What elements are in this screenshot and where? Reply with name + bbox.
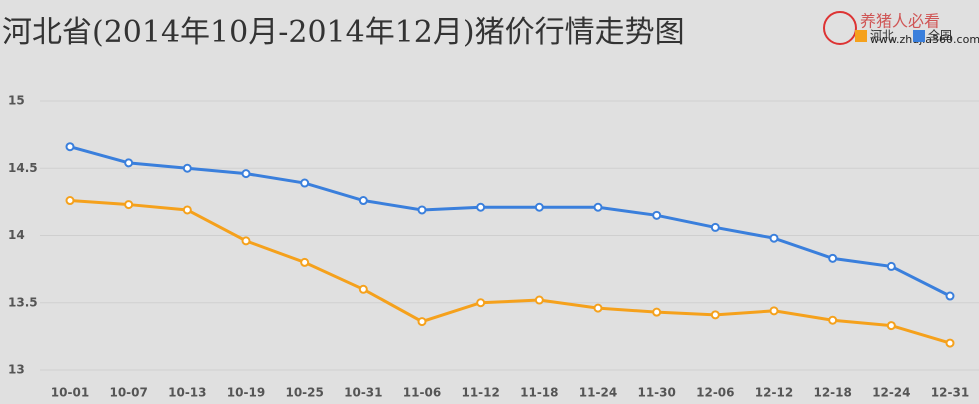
point <box>828 253 838 263</box>
watermark-logo <box>823 11 857 45</box>
point <box>593 303 603 313</box>
x-tick-label: 11-06 <box>403 386 441 400</box>
point <box>593 202 603 212</box>
point <box>241 236 251 246</box>
point <box>417 205 427 215</box>
x-tick-label: 11-12 <box>461 386 499 400</box>
x-tick-label: 11-18 <box>520 386 558 400</box>
point <box>534 295 544 305</box>
point <box>65 142 75 152</box>
x-tick-label: 10-01 <box>51 386 89 400</box>
x-tick-label: 12-18 <box>813 386 851 400</box>
point <box>476 298 486 308</box>
y-tick-label: 15 <box>8 94 25 108</box>
point <box>182 205 192 215</box>
point <box>769 306 779 316</box>
point <box>828 315 838 325</box>
line <box>69 145 951 298</box>
point <box>886 261 896 271</box>
legend-swatch <box>913 30 925 42</box>
point <box>124 200 134 210</box>
point <box>182 163 192 173</box>
y-tick-label: 13 <box>8 363 25 377</box>
x-tick-label: 12-12 <box>755 386 793 400</box>
legend-label: 河北 <box>870 29 894 43</box>
y-tick-label: 13.5 <box>8 295 38 309</box>
point <box>945 338 955 348</box>
point <box>886 321 896 331</box>
point <box>534 202 544 212</box>
point <box>124 158 134 168</box>
point <box>769 233 779 243</box>
watermark-text: 养猪人必看 <box>860 12 940 31</box>
point <box>652 210 662 220</box>
x-tick-label: 11-30 <box>637 386 675 400</box>
y-tick-label: 14 <box>8 228 25 242</box>
point <box>358 196 368 206</box>
point <box>945 291 955 301</box>
x-tick-label: 10-13 <box>168 386 206 400</box>
point <box>300 257 310 267</box>
x-tick-label: 12-24 <box>872 386 910 400</box>
line <box>69 199 951 345</box>
point <box>241 169 251 179</box>
point <box>358 284 368 294</box>
x-tick-label: 10-19 <box>227 386 265 400</box>
x-tick-label: 12-31 <box>931 386 969 400</box>
legend-label: 全国 <box>928 28 952 43</box>
x-tick-label: 10-31 <box>344 386 382 400</box>
x-tick-label: 11-24 <box>579 386 617 400</box>
x-tick-label: 10-25 <box>285 386 323 400</box>
point <box>710 222 720 232</box>
point <box>710 310 720 320</box>
point <box>476 202 486 212</box>
x-tick-label: 10-07 <box>109 386 147 400</box>
y-tick-label: 14.5 <box>8 161 38 175</box>
point <box>417 317 427 327</box>
chart-title: 河北省(2014年10月-2014年12月)猪价行情走势图 <box>2 15 685 50</box>
point <box>300 178 310 188</box>
point <box>652 307 662 317</box>
legend-swatch <box>855 30 867 42</box>
x-tick-label: 12-06 <box>696 386 734 400</box>
point <box>65 196 75 206</box>
